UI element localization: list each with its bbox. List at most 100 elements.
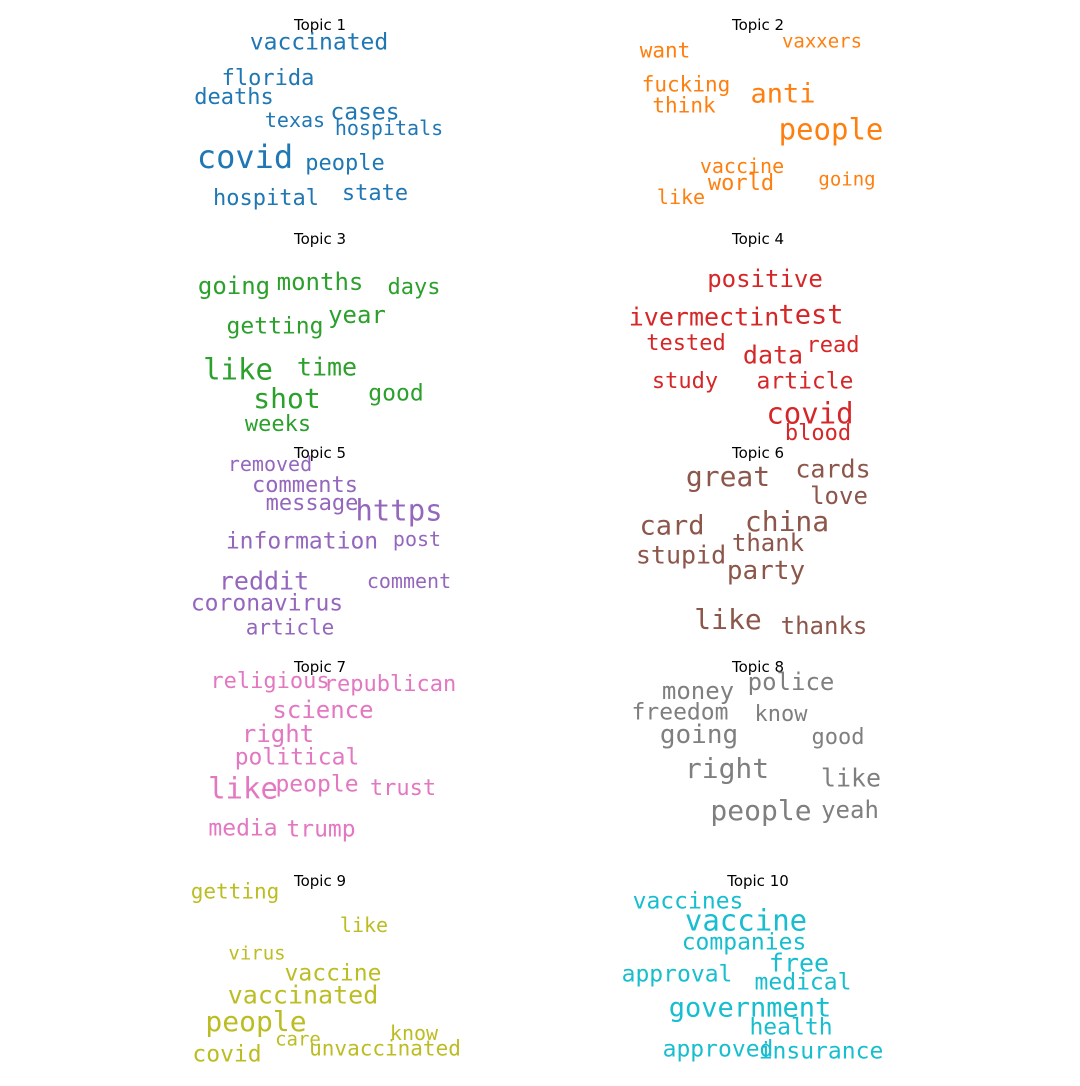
wordcloud-word: like	[208, 771, 278, 806]
wordcloud-word: going	[659, 720, 739, 750]
wordcloud-word: science	[272, 696, 374, 724]
wordcloud-word: hospitals	[334, 116, 444, 140]
wordcloud-word: political	[234, 744, 360, 771]
wordcloud-word: cases	[330, 99, 400, 126]
wordcloud-word: like	[656, 185, 706, 209]
wordcloud-word: companies	[681, 929, 807, 956]
wordcloud-word: vaccinated	[227, 980, 379, 1010]
wordcloud-word: like	[203, 352, 273, 387]
topic-title: Topic 6	[731, 444, 785, 462]
wordcloud-word: stupid	[635, 540, 727, 570]
wordcloud-word: trump	[286, 816, 356, 843]
wordcloud-word: going	[197, 272, 271, 300]
wordcloud-word: positive	[707, 265, 823, 293]
wordcloud-word: trust	[369, 776, 437, 801]
wordcloud-word: china	[744, 505, 830, 538]
wordcloud-word: cards	[795, 454, 871, 484]
wordcloud-word: covid	[766, 396, 854, 431]
topic-panel-6: Topic 6 great cards love card china stupid than…	[628, 444, 888, 658]
wordcloud-word: want	[639, 38, 691, 63]
wordcloud-word: yeah	[821, 796, 879, 824]
wordcloud-word: care	[275, 1028, 321, 1051]
wordcloud-word: vaccine	[699, 154, 785, 178]
wordcloud-word: shot	[253, 382, 321, 415]
topic-panel-10: Topic 10 vaccines vaccine companies free appr…	[622, 872, 888, 1086]
topic-panel-4: Topic 4 positive ivermectin test tested read d…	[628, 230, 888, 446]
wordcloud-word: weeks	[244, 412, 312, 437]
wordcloud-word: post	[392, 527, 442, 551]
topic-panel-2: Topic 2 want vaxxers fucking anti think people…	[628, 16, 888, 230]
wordcloud-word: tested	[646, 331, 726, 356]
wordcloud-word: approved	[662, 1036, 774, 1063]
wordcloud-word: like	[820, 763, 882, 793]
wordcloud-word: comments	[252, 473, 358, 498]
wordcloud-word: religious	[210, 669, 330, 694]
wordcloud-word: people	[275, 771, 359, 798]
topic-panel-9: Topic 9 getting like virus vaccine vaccinated…	[190, 872, 461, 1086]
wordcloud-word: state	[341, 181, 409, 206]
wordcloud-word: covid	[196, 138, 294, 176]
wordcloud-word: medical	[754, 969, 852, 996]
wordcloud-word: card	[639, 510, 705, 542]
wordcloud-word: vaxxers	[781, 30, 863, 53]
wordcloud-word: vaccine	[684, 903, 808, 938]
topic-panel-5: Topic 5 removed comments message https inform…	[190, 444, 452, 658]
wordcloud-word: article	[245, 615, 335, 640]
wordcloud-word: great	[685, 460, 771, 493]
wordcloud-word: like	[694, 603, 762, 636]
wordcloud-word: fucking	[641, 72, 731, 97]
wordcloud-word: thank	[731, 529, 805, 557]
wordcloud-word: reddit	[218, 566, 310, 596]
wordcloud-word: ivermectin	[628, 302, 780, 332]
topic-title: Topic 5	[293, 444, 347, 462]
wordcloud-word: comment	[366, 569, 452, 593]
wordcloud-word: unvaccinated	[309, 1036, 461, 1061]
wordcloud-word: people	[710, 794, 812, 827]
wordcloud-word: getting	[190, 879, 280, 904]
wordcloud-word: right	[241, 720, 315, 748]
topic-panel-7: Topic 7 religious republican science right po…	[190, 658, 456, 872]
wordcloud-word: months	[276, 268, 364, 296]
wordcloud-word: read	[806, 333, 860, 358]
wordcloud-word: message	[265, 491, 359, 516]
wordcloud-word: covid	[192, 1041, 262, 1068]
wordcloud-word: test	[778, 299, 844, 331]
wordcloud-word: florida	[221, 66, 315, 91]
topic-title: Topic 9	[293, 872, 347, 890]
wordcloud-word: getting	[226, 313, 324, 340]
wordcloud-word: good	[811, 725, 865, 750]
wordcloud-word: freedom	[631, 699, 729, 726]
wordcloud-word: virus	[228, 942, 286, 965]
wordcloud-word: vaccine	[284, 960, 382, 987]
wordcloud-word: anti	[750, 78, 816, 110]
wordcloud-word: information	[225, 528, 379, 555]
wordcloud-word: study	[651, 369, 719, 394]
wordcloud-word: people	[305, 151, 385, 176]
wordcloud-word: media	[208, 815, 278, 842]
wordcloud-word: hospital	[213, 186, 319, 211]
topic-title: Topic 2	[731, 16, 785, 34]
topic-title: Topic 4	[731, 230, 785, 248]
wordcloud-word: money	[661, 677, 735, 705]
wordcloud-word: time	[296, 352, 358, 382]
topic-title: Topic 8	[731, 658, 785, 676]
wordcloud-word: like	[339, 913, 389, 937]
wordcloud-word: love	[810, 482, 868, 510]
topic-panel-3: Topic 3 going months days year getting like tim…	[190, 230, 450, 444]
wordcloud-word: article	[756, 368, 854, 395]
wordcloud-word: good	[368, 380, 424, 407]
wordcloud-word: blood	[784, 421, 852, 446]
wordcloud-word: party	[726, 556, 806, 586]
topic-title: Topic 10	[727, 872, 789, 890]
topic-title: Topic 3	[293, 230, 347, 248]
wordcloud-word: right	[684, 752, 770, 785]
wordcloud-word: know	[754, 702, 808, 727]
wordcloud-word: thanks	[780, 612, 868, 640]
wordcloud-word: removed	[227, 452, 313, 476]
wordcloud-word: year	[328, 301, 386, 329]
wordcloud-word: world	[707, 171, 775, 196]
wordcloud-word: know	[389, 1021, 439, 1045]
wordcloud-word: texas	[264, 108, 326, 132]
wordcloud-word: days	[387, 275, 441, 300]
wordcloud-word: vaccines	[632, 888, 744, 915]
